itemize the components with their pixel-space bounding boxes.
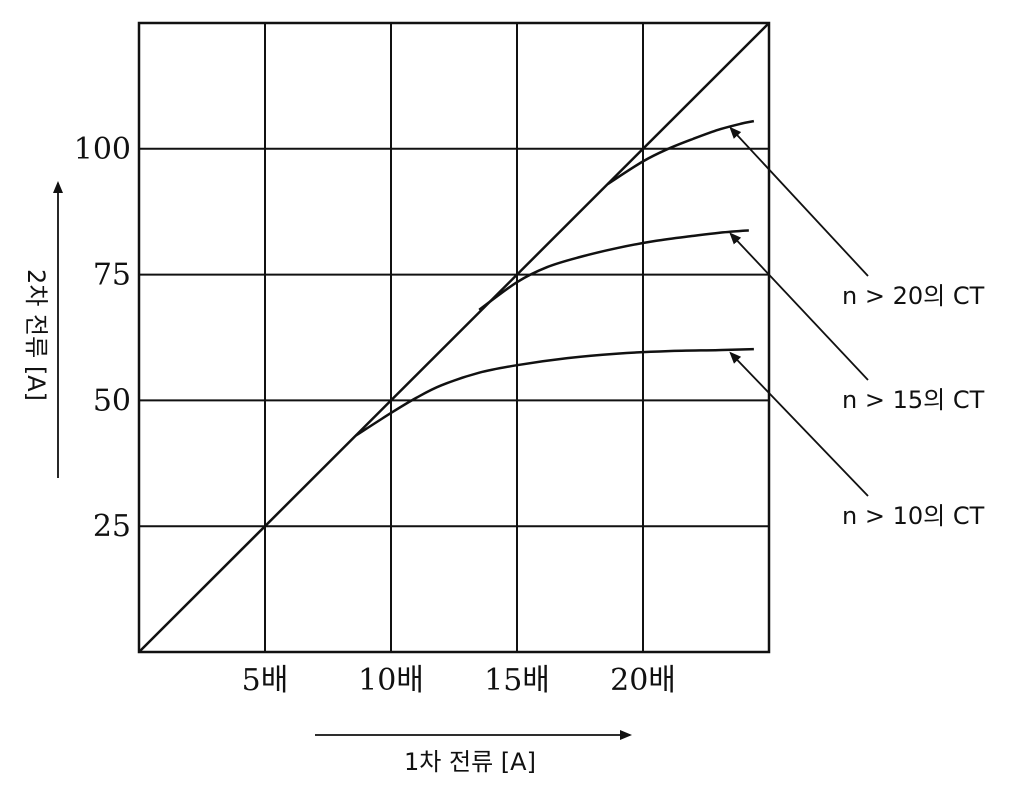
x-axis-title: 1차 전류 [A] xyxy=(404,748,536,776)
x-tick-labels: 5배 10배 15배 20배 xyxy=(242,663,676,698)
series-line-0 xyxy=(138,22,770,653)
series-line-3 xyxy=(607,119,755,186)
annotations: n > 20의 CT n > 15의 CT n > 10의 CT xyxy=(729,126,985,530)
annotation-arrow-2 xyxy=(729,351,869,497)
annotation-label-0: n > 20의 CT xyxy=(842,282,985,310)
x-tick-label-0: 5배 xyxy=(242,663,289,698)
y-tick-label-1: 50 xyxy=(93,383,131,418)
annotation-arrow-0 xyxy=(729,126,869,277)
series-line-2 xyxy=(478,229,749,311)
annotation-label-1: n > 15의 CT xyxy=(842,386,985,414)
annotation-arrow-1 xyxy=(729,232,869,381)
x-tick-label-2: 15배 xyxy=(484,663,550,698)
grid xyxy=(139,23,769,652)
x-tick-label-1: 10배 xyxy=(358,663,424,698)
y-tick-labels: 25 50 75 100 xyxy=(74,132,131,544)
plot-frame xyxy=(137,21,771,654)
series-group xyxy=(138,22,770,653)
series-line-1 xyxy=(355,347,754,437)
x-tick-label-3: 20배 xyxy=(610,663,676,698)
y-axis-title: 2차 전류 [A] xyxy=(22,269,50,401)
y-tick-label-0: 25 xyxy=(93,509,131,544)
annotation-label-2: n > 10의 CT xyxy=(842,502,985,530)
y-tick-label-2: 75 xyxy=(93,258,131,293)
y-tick-label-3: 100 xyxy=(74,132,131,167)
